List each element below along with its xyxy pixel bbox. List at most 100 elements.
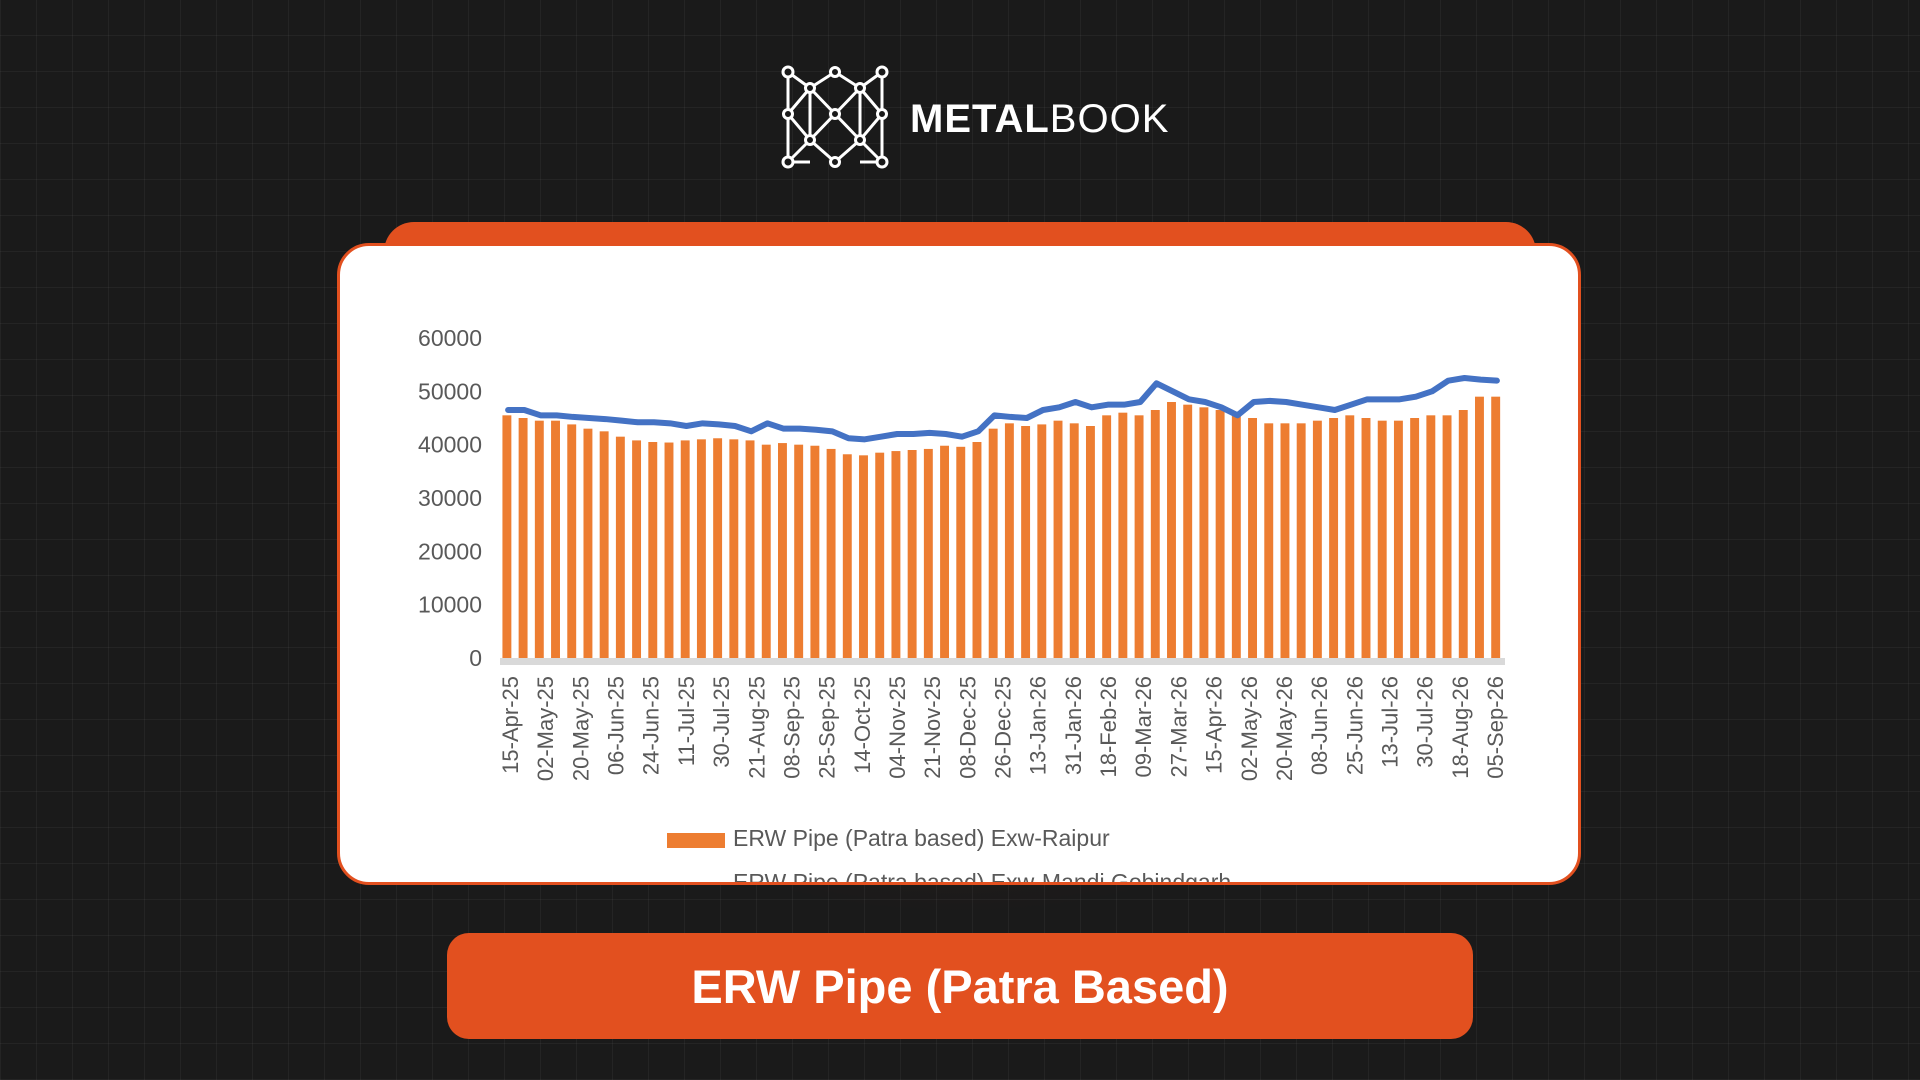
bar	[1183, 404, 1193, 658]
bar	[1264, 423, 1274, 658]
bar	[1037, 424, 1047, 658]
brand-name-bold: METAL	[910, 96, 1050, 141]
x-tick-label: 21-Nov-25	[920, 676, 945, 779]
price-chart: 0 10000 20000 30000 40000 50000 60000 15-Apr-25…	[418, 325, 1508, 882]
bar	[1134, 415, 1144, 658]
bar	[1053, 420, 1063, 658]
x-tick-label: 30-Jul-26	[1413, 676, 1438, 768]
x-tick-label: 13-Jul-26	[1377, 676, 1402, 768]
bar	[599, 431, 609, 658]
bar	[875, 452, 885, 658]
bar	[1410, 418, 1420, 658]
x-tick-label: 15-Apr-25	[498, 676, 523, 774]
x-tick-label: 27-Mar-26	[1166, 676, 1191, 777]
brand-wordmark: METALBOOK	[910, 97, 1169, 142]
legend-swatch-bar	[667, 833, 725, 848]
bar	[696, 439, 706, 658]
y-tick-label: 40000	[418, 432, 482, 458]
bar	[956, 446, 966, 658]
bar	[648, 442, 658, 658]
bar	[810, 445, 820, 658]
bar	[502, 415, 512, 658]
bar	[1491, 396, 1501, 658]
legend-label: ERW Pipe (Patra based) Exw-Raipur	[733, 825, 1110, 851]
y-tick-label: 20000	[418, 538, 482, 564]
x-tick-label: 31-Jan-26	[1061, 676, 1086, 775]
bar	[567, 424, 577, 658]
series-line	[505, 375, 1500, 443]
bar	[859, 455, 868, 658]
x-tick-label: 09-Mar-26	[1131, 676, 1156, 777]
bar	[1085, 426, 1095, 658]
bar	[826, 448, 836, 658]
bar	[1296, 423, 1306, 658]
bar	[745, 440, 755, 658]
bar	[972, 442, 982, 658]
bar	[729, 439, 739, 658]
legend-label: ERW Pipe (Patra based) Exw-Mandi Gobindg…	[733, 869, 1231, 882]
y-tick-label: 0	[469, 645, 482, 671]
bar	[534, 420, 544, 658]
bar	[1458, 410, 1468, 658]
chart-card: 0 10000 20000 30000 40000 50000 60000 15-Apr-25…	[337, 243, 1581, 885]
x-tick-label: 24-Jun-25	[639, 676, 664, 775]
bar	[1248, 418, 1257, 658]
x-tick-label: 20-May-25	[568, 676, 593, 781]
bar	[680, 440, 690, 658]
title-banner: ERW Pipe (Patra Based)	[447, 933, 1473, 1039]
bar	[1442, 415, 1452, 658]
bar	[1345, 415, 1355, 658]
x-tick-label: 15-Apr-26	[1202, 676, 1227, 774]
bar	[1377, 420, 1387, 658]
bar	[1150, 410, 1160, 658]
x-tick-label: 25-Sep-25	[815, 676, 840, 779]
brand-name-light: BOOK	[1049, 96, 1170, 141]
bar	[907, 450, 917, 658]
x-tick-label: 08-Jun-26	[1307, 676, 1332, 775]
bar	[778, 443, 787, 658]
y-tick-label: 30000	[418, 485, 482, 511]
x-tick-label: 02-May-26	[1237, 676, 1262, 781]
bar	[761, 444, 771, 658]
x-tick-label: 21-Aug-25	[744, 676, 769, 779]
y-tick-label: 60000	[418, 325, 482, 351]
bar	[794, 444, 804, 658]
bar	[1280, 423, 1290, 658]
y-tick-label: 10000	[418, 592, 482, 618]
x-axis-line	[500, 658, 1505, 665]
bar	[1215, 410, 1225, 658]
bar	[1361, 418, 1371, 658]
x-tick-label: 25-Jun-26	[1342, 676, 1367, 775]
metalbook-network-m-icon	[780, 64, 890, 175]
x-tick-label: 18-Aug-26	[1448, 676, 1473, 779]
x-tick-label: 05-Sep-26	[1483, 676, 1508, 779]
x-tick-label: 08-Sep-25	[779, 676, 804, 779]
bar	[583, 428, 593, 658]
bar	[1167, 402, 1176, 658]
bar	[615, 436, 625, 658]
brand-logo: METALBOOK	[780, 64, 1169, 175]
bar	[1021, 426, 1031, 658]
x-tick-label: 06-Jun-25	[604, 676, 629, 775]
bar	[1118, 412, 1128, 658]
y-tick-label: 50000	[418, 378, 482, 404]
bar	[1475, 396, 1484, 658]
bar	[1004, 423, 1014, 658]
bar	[713, 438, 723, 658]
bar	[1102, 415, 1112, 658]
bar	[518, 418, 528, 658]
bar	[1069, 423, 1079, 658]
x-tick-label: 30-Jul-25	[709, 676, 734, 768]
bar	[1329, 418, 1339, 658]
x-tick-label: 20-May-26	[1272, 676, 1297, 781]
bar	[551, 420, 560, 658]
x-tick-label: 26-Dec-25	[991, 676, 1016, 779]
banner-title: ERW Pipe (Patra Based)	[691, 959, 1229, 1013]
bar	[923, 448, 933, 658]
bar	[1199, 407, 1209, 658]
x-tick-label: 14-Oct-25	[850, 676, 875, 774]
bar	[1393, 420, 1403, 658]
bar	[664, 442, 674, 658]
x-tick-label: 02-May-25	[533, 676, 558, 781]
bar	[632, 440, 642, 658]
